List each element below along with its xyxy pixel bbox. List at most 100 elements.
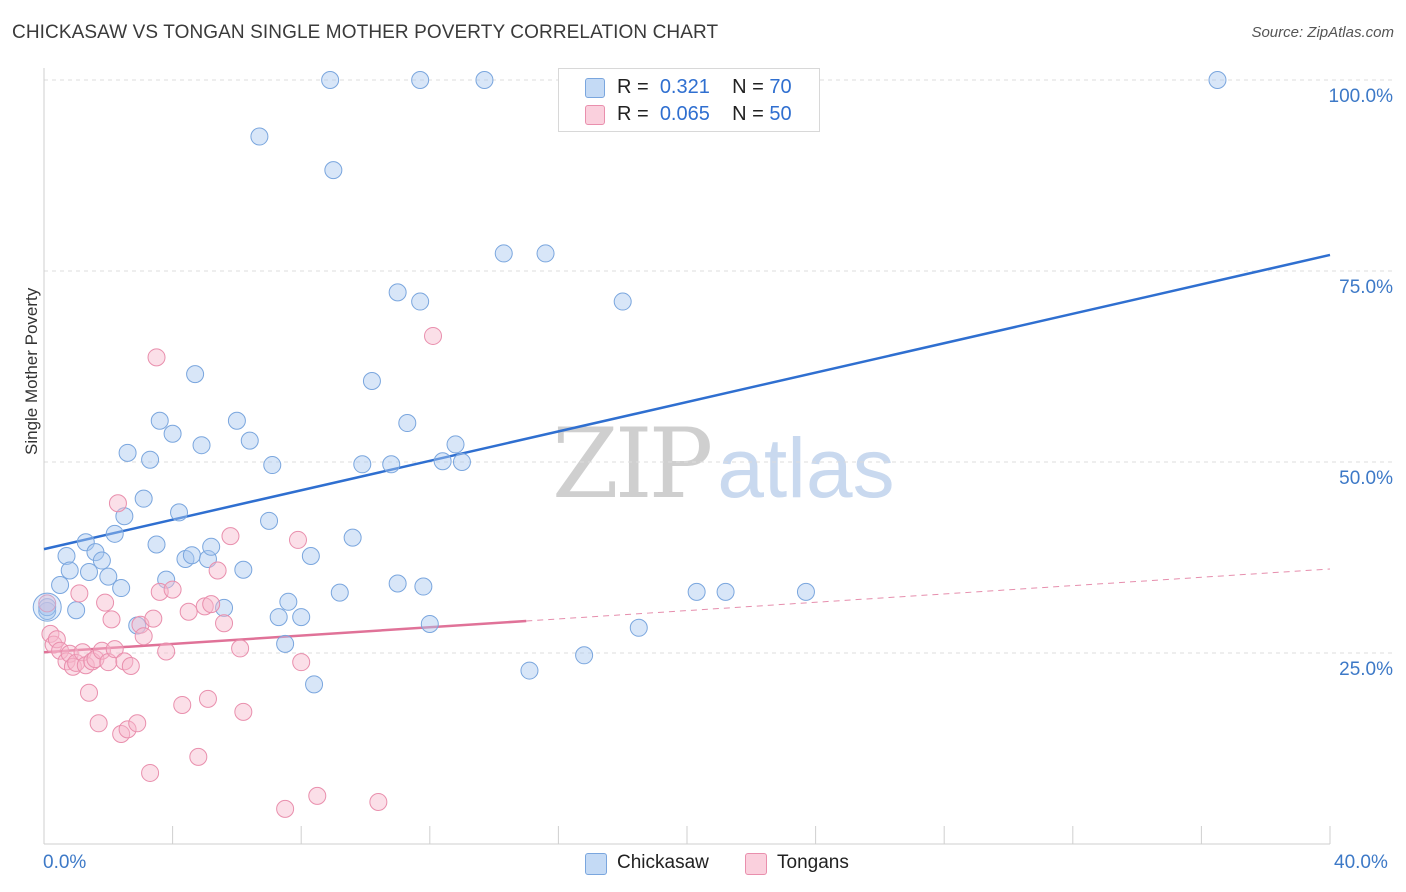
point-chickasaw [388, 283, 407, 302]
point-chickasaw [269, 608, 288, 627]
legend-n-label: N = [732, 103, 764, 125]
point-chickasaw [613, 292, 632, 311]
point-chickasaw [263, 456, 282, 475]
point-tongans [92, 641, 111, 660]
point-tongans [105, 640, 124, 659]
x-tick-label-max: 40.0% [1334, 852, 1388, 873]
bottom-legend-label-chickasaw: Chickasaw [617, 852, 709, 873]
point-chickasaw [398, 414, 417, 433]
point-chickasaw [305, 675, 324, 694]
point-chickasaw [414, 577, 433, 596]
point-tongans [179, 602, 198, 621]
trend-line-extension-tongans [526, 568, 1331, 622]
point-chickasaw [192, 436, 211, 455]
point-chickasaw [105, 524, 124, 543]
point-chickasaw [38, 601, 57, 620]
point-chickasaw [446, 435, 465, 454]
point-tongans [118, 720, 137, 739]
y-tick-label: 25.0% [1339, 659, 1393, 680]
point-tongans [198, 689, 217, 708]
point-tongans [369, 792, 388, 811]
chart-title: CHICKASAW VS TONGAN SINGLE MOTHER POVERT… [12, 22, 719, 43]
point-chickasaw [494, 244, 513, 263]
point-chickasaw [92, 551, 111, 570]
point-tongans [121, 656, 140, 675]
point-chickasaw [301, 546, 320, 565]
point-tongans [128, 714, 147, 733]
legend-text-tongans: R = 0.065 N = 50 [617, 103, 792, 126]
point-tongans [89, 714, 108, 733]
point-tongans [70, 584, 89, 603]
point-chickasaw [51, 576, 70, 595]
point-tongans [189, 747, 208, 766]
point-chickasaw [575, 646, 594, 665]
point-chickasaw [716, 582, 735, 601]
legend-n-value: 70 [769, 76, 792, 98]
point-chickasaw [38, 598, 57, 617]
bottom-legend-label-tongans: Tongans [777, 852, 849, 873]
point-chickasaw [321, 71, 340, 89]
y-tick-label: 50.0% [1339, 468, 1393, 489]
x-tick-label-min: 0.0% [43, 852, 87, 873]
point-tongans [308, 786, 327, 805]
y-axis-label: Single Mother Poverty [22, 287, 41, 455]
point-chickasaw [279, 592, 298, 611]
point-chickasaw [115, 507, 134, 526]
point-chickasaw-large [32, 592, 62, 622]
legend-r-label: R = [617, 103, 649, 125]
point-tongans [115, 652, 134, 671]
point-tongans [134, 627, 153, 646]
point-chickasaw [118, 443, 137, 462]
point-chickasaw [147, 535, 166, 554]
point-chickasaw [99, 567, 118, 586]
bottom-legend-swatch-tongans [745, 853, 767, 875]
point-chickasaw [260, 511, 279, 530]
point-tongans [80, 683, 99, 702]
point-tongans [202, 595, 221, 614]
point-chickasaw [475, 71, 494, 89]
point-tongans [96, 593, 115, 612]
legend: R = 0.321 N = 70 R = 0.065 N = 50 [558, 68, 820, 132]
watermark-atlas: atlas [717, 421, 895, 515]
point-tongans [108, 494, 127, 513]
point-tongans [102, 610, 121, 629]
point-chickasaw [60, 561, 79, 580]
point-chickasaw [687, 582, 706, 601]
legend-r-value: 0.321 [659, 76, 710, 98]
point-tongans [208, 561, 227, 580]
point-chickasaw [240, 431, 259, 450]
point-tongans [147, 348, 166, 367]
point-chickasaw [141, 450, 160, 469]
point-tongans [163, 580, 182, 599]
watermark: ZIPatlas [552, 408, 895, 520]
point-tongans [173, 695, 192, 714]
point-tongans [51, 641, 70, 660]
trend-line-chickasaw [43, 253, 1331, 551]
point-chickasaw [170, 503, 189, 522]
point-chickasaw [292, 608, 311, 627]
trend-lines [43, 253, 1331, 654]
point-tongans [288, 530, 307, 549]
point-chickasaw [629, 618, 648, 637]
point-tongans [99, 653, 118, 672]
point-chickasaw [520, 661, 539, 680]
y-tick-label: 100.0% [1328, 86, 1393, 107]
point-chickasaw [353, 455, 372, 474]
point-chickasaw [324, 161, 343, 180]
point-chickasaw [80, 563, 99, 582]
point-tongans [47, 630, 66, 649]
legend-text-chickasaw: R = 0.321 N = 70 [617, 76, 792, 99]
point-chickasaw [67, 601, 86, 620]
point-chickasaw [276, 634, 295, 653]
point-chickasaw [57, 546, 76, 565]
point-chickasaw [182, 546, 201, 565]
point-tongans [157, 642, 176, 661]
point-chickasaw [343, 528, 362, 547]
point-chickasaw [76, 533, 95, 552]
point-tongans [221, 527, 240, 546]
point-chickasaw [411, 292, 430, 311]
legend-swatch-tongans [585, 105, 605, 125]
point-chickasaw [388, 574, 407, 593]
trend-line-tongans [43, 619, 527, 654]
point-chickasaw [796, 582, 815, 601]
